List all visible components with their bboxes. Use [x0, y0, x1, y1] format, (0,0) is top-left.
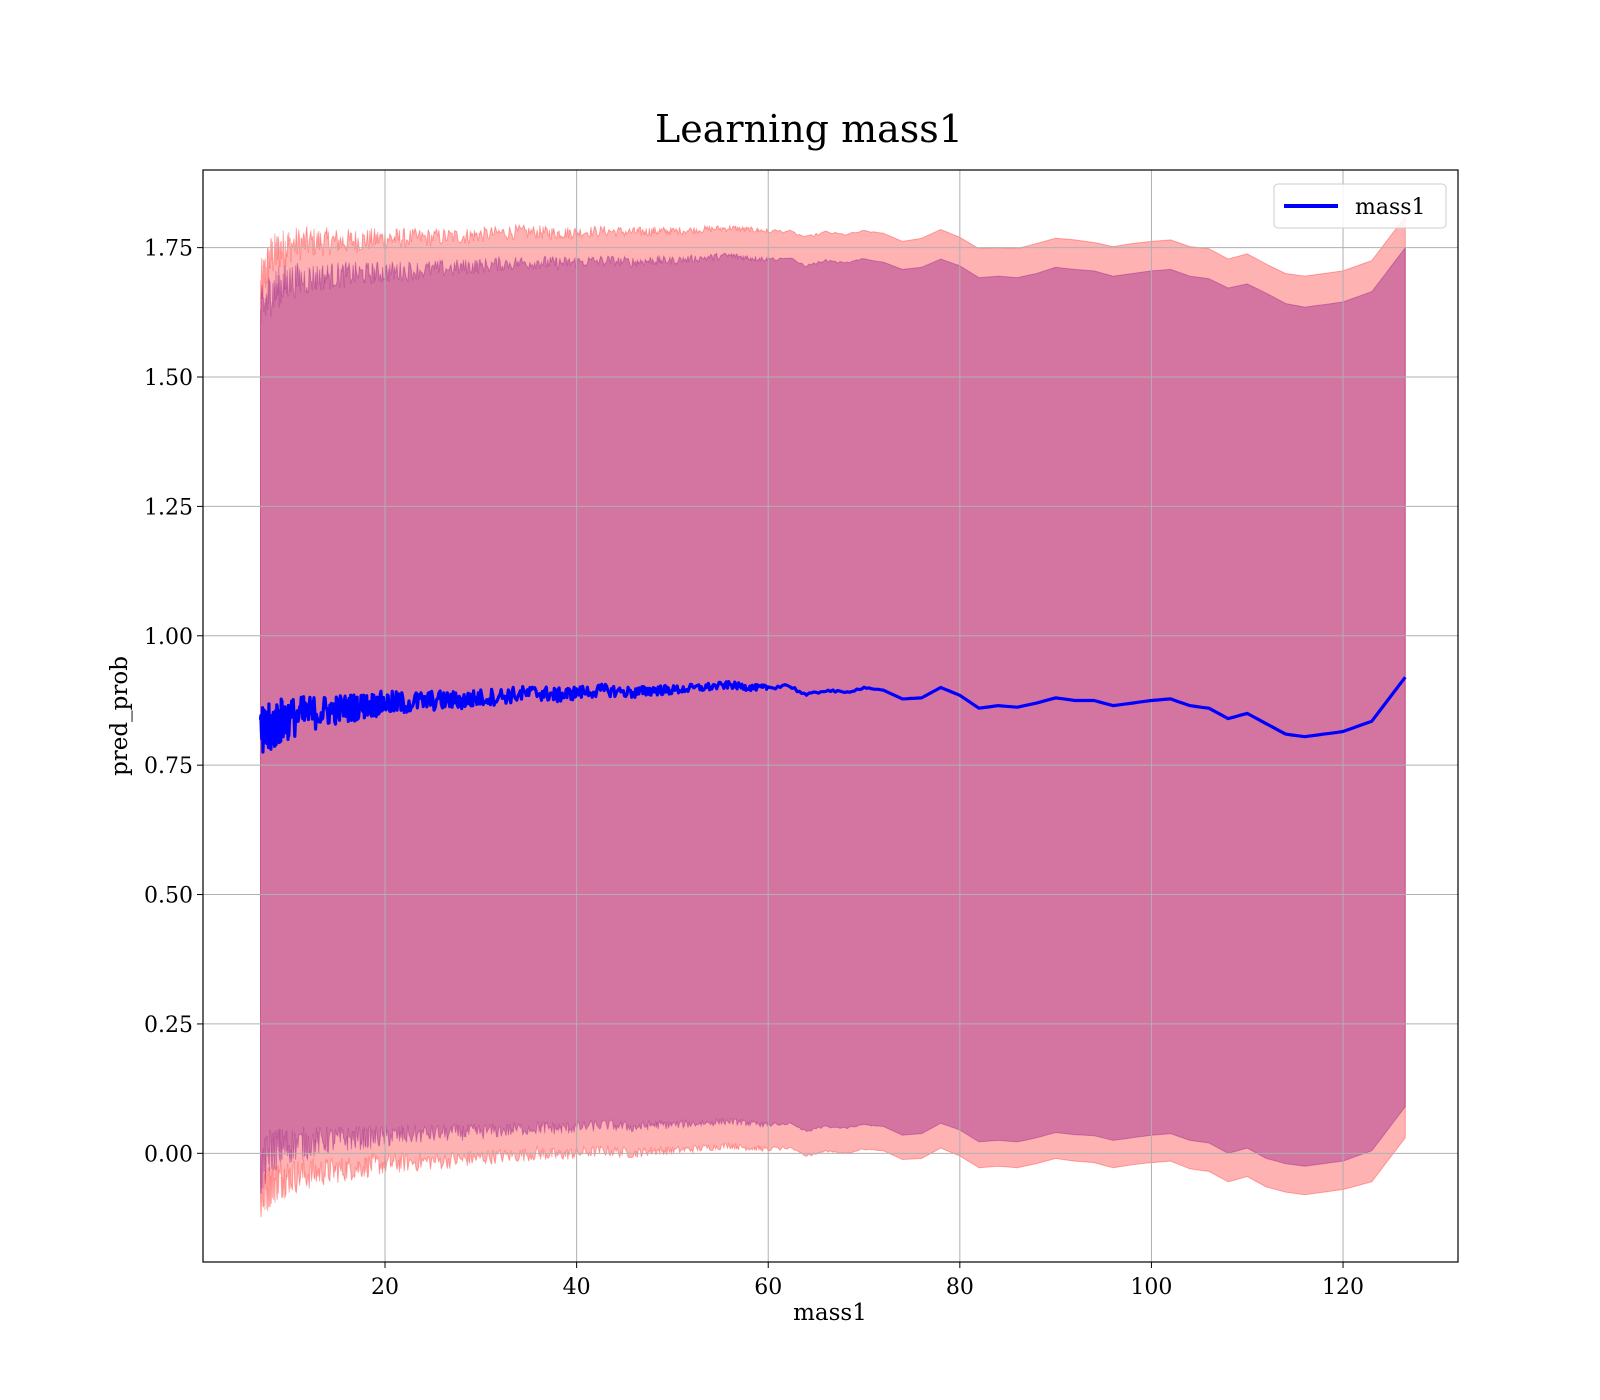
- y-tick-label: 0.00: [144, 1142, 193, 1167]
- y-tick-label: 0.75: [144, 754, 193, 779]
- x-tick-label: 60: [754, 1275, 782, 1300]
- y-tick-label: 1.25: [144, 495, 193, 520]
- y-tick-label: 1.75: [144, 237, 193, 262]
- y-tick-label: 1.50: [144, 366, 193, 391]
- x-tick-label: 100: [1130, 1275, 1172, 1300]
- plot-frame: [202, 169, 1459, 1263]
- x-axis-ticks: 20 40 60 80 100 120: [371, 1262, 1364, 1300]
- confidence-band-1: [259, 215, 1406, 1218]
- chart-title: Learning mass1: [655, 107, 963, 151]
- y-tick-label: 0.25: [144, 1013, 193, 1038]
- series-lines: [258, 676, 1407, 754]
- x-tick-label: 80: [946, 1275, 974, 1300]
- y-axis-ticks: 0.00 0.25 0.50 0.75 1.00 1.25 1.50 1.75: [144, 237, 203, 1167]
- confidence-bands: [259, 215, 1406, 1218]
- x-tick-label: 120: [1322, 1275, 1364, 1300]
- confidence-band-2: [259, 246, 1406, 1195]
- x-tick-label: 20: [371, 1275, 399, 1300]
- y-axis-label: pred_prob: [107, 656, 133, 776]
- legend-box: [1273, 183, 1447, 229]
- series-line-mass1: [258, 676, 1407, 754]
- x-tick-label: 40: [563, 1275, 591, 1300]
- y-tick-label: 0.50: [144, 884, 193, 909]
- legend: mass1: [1273, 183, 1447, 229]
- x-axis-label: mass1: [793, 1300, 867, 1326]
- y-tick-label: 1.00: [144, 625, 193, 650]
- legend-label-mass1: mass1: [1355, 195, 1426, 220]
- grid-lines: [203, 170, 1458, 1262]
- plot-area: [203, 170, 1458, 1262]
